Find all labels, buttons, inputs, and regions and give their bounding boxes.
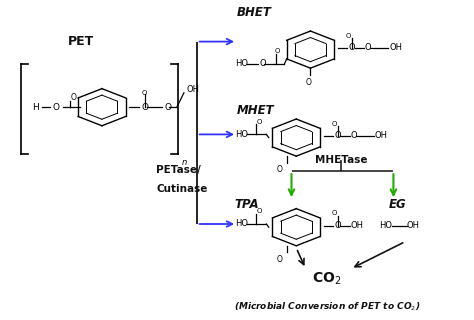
Text: O: O	[348, 44, 355, 52]
Text: HO: HO	[235, 60, 247, 68]
Text: HO: HO	[235, 220, 247, 228]
Text: OH: OH	[407, 221, 419, 230]
Text: O: O	[331, 121, 337, 127]
Text: BHET: BHET	[237, 6, 272, 19]
Text: n: n	[182, 158, 187, 167]
Text: O: O	[277, 165, 283, 174]
Text: O: O	[331, 211, 337, 216]
Text: O: O	[53, 103, 59, 112]
Text: O: O	[141, 90, 146, 96]
Text: HO: HO	[235, 130, 247, 139]
Text: H: H	[32, 103, 39, 112]
Text: PETase/: PETase/	[156, 164, 201, 175]
Text: O: O	[365, 44, 372, 52]
Text: EG: EG	[389, 198, 406, 211]
Text: O: O	[334, 132, 341, 140]
Text: O: O	[274, 48, 280, 54]
Text: O: O	[334, 221, 341, 230]
Text: PET: PET	[67, 35, 94, 48]
Text: O: O	[259, 60, 266, 68]
Text: CO$_2$: CO$_2$	[312, 270, 342, 287]
Text: O: O	[346, 33, 351, 39]
Text: O: O	[257, 119, 263, 124]
Text: OH: OH	[186, 85, 199, 94]
Text: MHET: MHET	[237, 104, 274, 117]
Text: (Microbial Conversion of PET to CO$_2$): (Microbial Conversion of PET to CO$_2$)	[234, 301, 420, 314]
Text: O: O	[257, 208, 263, 214]
Text: O: O	[351, 132, 357, 140]
Text: OH: OH	[389, 44, 402, 52]
Text: O: O	[277, 255, 283, 264]
Text: MHETase: MHETase	[315, 155, 367, 165]
Text: Cutinase: Cutinase	[156, 184, 208, 194]
Text: O: O	[141, 103, 148, 112]
Text: O: O	[305, 78, 311, 87]
Text: O: O	[164, 103, 171, 112]
Text: TPA: TPA	[235, 198, 259, 211]
Text: OH: OH	[351, 221, 364, 230]
Text: HO: HO	[379, 221, 392, 230]
Text: O: O	[71, 93, 76, 102]
Text: OH: OH	[375, 132, 388, 140]
